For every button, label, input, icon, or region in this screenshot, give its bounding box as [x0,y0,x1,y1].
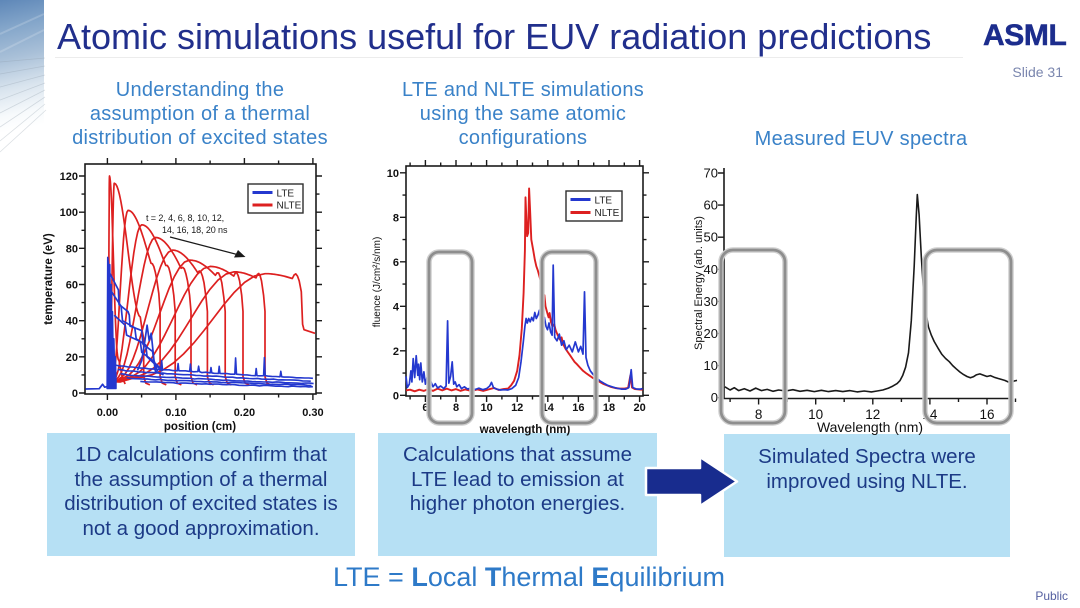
svg-text:0.00: 0.00 [97,407,118,419]
svg-text:0: 0 [393,390,399,402]
svg-text:70: 70 [704,166,718,181]
svg-text:10: 10 [387,168,399,180]
svg-text:0.10: 0.10 [165,407,186,419]
svg-text:10: 10 [808,407,823,422]
svg-text:8: 8 [755,407,763,422]
svg-text:0: 0 [711,390,718,405]
svg-text:14: 14 [542,402,555,414]
svg-text:NLTE: NLTE [277,201,302,212]
svg-text:6: 6 [422,402,428,414]
svg-text:20: 20 [704,326,718,341]
svg-text:Wavelength (nm): Wavelength (nm) [817,419,923,435]
svg-text:t = 2, 4, 6, 8, 10, 12,: t = 2, 4, 6, 8, 10, 12, [146,213,224,223]
svg-text:16: 16 [572,402,584,414]
svg-text:8: 8 [393,212,399,224]
svg-text:12: 12 [511,402,523,414]
svg-text:40: 40 [704,262,718,277]
svg-text:14, 16, 18, 20 ns: 14, 16, 18, 20 ns [162,225,228,235]
svg-text:Spectral Energy (arb. units): Spectral Energy (arb. units) [693,216,705,350]
svg-text:60: 60 [704,198,718,213]
svg-text:60: 60 [66,280,78,292]
svg-text:LTE: LTE [277,189,295,200]
svg-text:12: 12 [865,407,880,422]
svg-text:20: 20 [66,352,78,364]
svg-text:20: 20 [633,402,645,414]
svg-text:16: 16 [979,407,994,422]
svg-text:18: 18 [603,402,615,414]
svg-text:50: 50 [704,230,718,245]
svg-text:2: 2 [393,346,399,358]
svg-text:100: 100 [60,207,78,219]
svg-text:120: 120 [60,171,78,183]
svg-text:80: 80 [66,243,78,255]
svg-text:8: 8 [453,402,459,414]
svg-text:10: 10 [480,402,492,414]
svg-text:40: 40 [66,316,78,328]
svg-text:6: 6 [393,257,399,269]
svg-text:10: 10 [704,358,718,373]
svg-text:30: 30 [704,294,718,309]
svg-text:0: 0 [72,388,78,400]
svg-text:NLTE: NLTE [595,208,620,219]
svg-text:0.20: 0.20 [234,407,255,419]
svg-text:fluence (J/cm²/s/nm): fluence (J/cm²/s/nm) [372,237,383,328]
svg-text:LTE: LTE [595,196,613,207]
svg-text:temperature (eV): temperature (eV) [43,233,55,325]
svg-text:4: 4 [393,301,400,313]
svg-text:0.30: 0.30 [302,407,323,419]
svg-text:wavelength (nm): wavelength (nm) [479,424,571,436]
svg-text:position (cm): position (cm) [164,421,236,433]
